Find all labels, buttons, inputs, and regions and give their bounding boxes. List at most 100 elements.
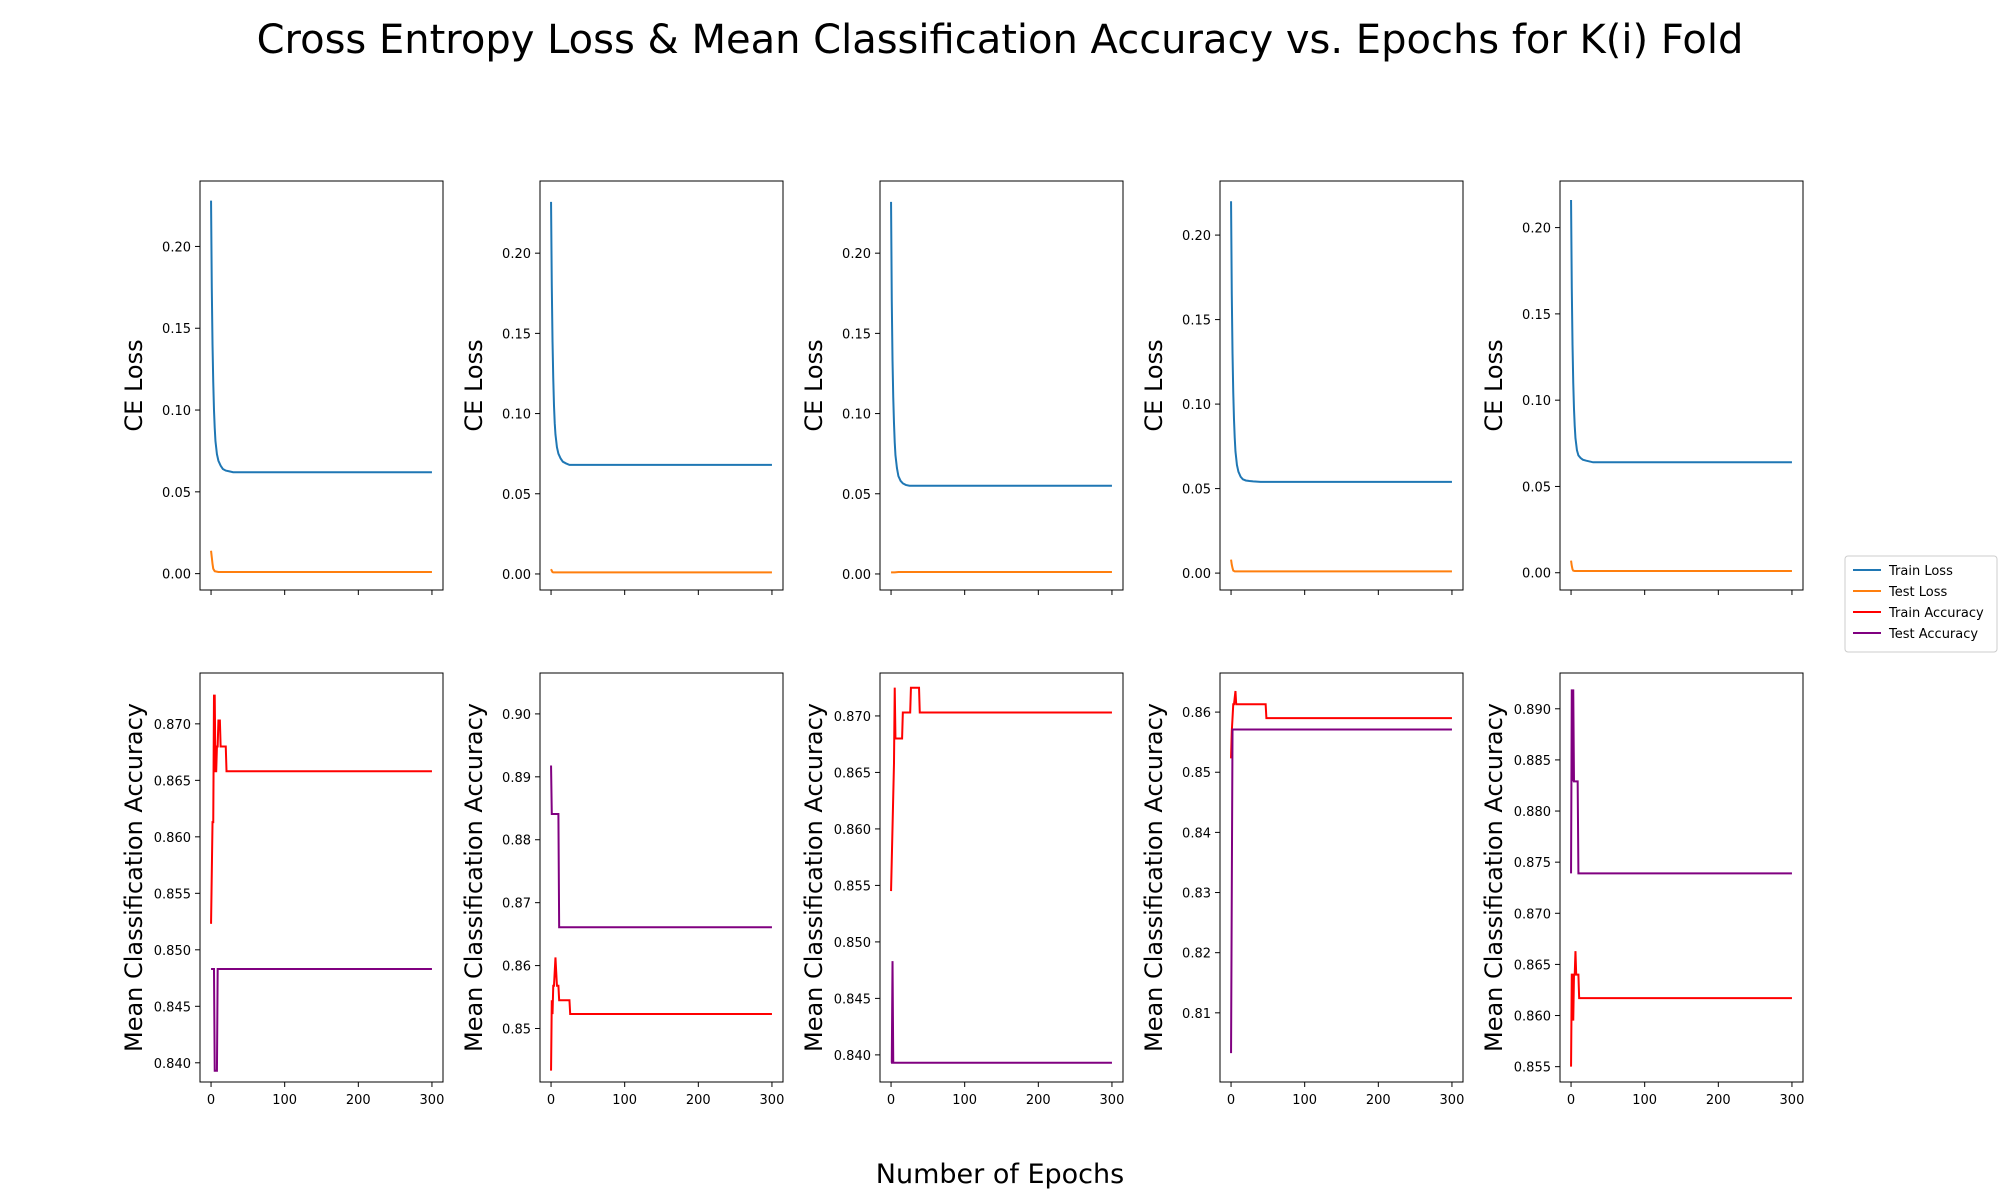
axes-frame <box>1219 672 1464 1083</box>
series-line-test-loss <box>550 568 772 574</box>
y-tick-label: 0.850 <box>834 936 871 951</box>
y-tick-label: 0.83 <box>1182 887 1211 902</box>
subplot-loss-fold-3: 0.00 0.05 0.10 0.15 0.20 CE Loss <box>800 180 1124 595</box>
y-tick-label: 0.05 <box>162 486 191 501</box>
x-tick-label: 200 <box>1706 1093 1731 1108</box>
y-tick-label: 0.15 <box>162 322 191 337</box>
axes-frame <box>879 672 1124 1083</box>
y-tick-label: 0.885 <box>1514 754 1551 769</box>
series-line-train-loss <box>210 200 432 474</box>
y-tick-label: 0.05 <box>842 488 871 503</box>
series-line-train-accuracy <box>550 957 772 1071</box>
figure-title: Cross Entropy Loss & Mean Classification… <box>257 17 1744 63</box>
y-tick-label: 0.00 <box>1522 567 1551 582</box>
axes-frame <box>199 180 444 591</box>
x-tick-label: 200 <box>1026 1093 1051 1108</box>
series-line-test-accuracy <box>211 968 432 1072</box>
legend-label: Test Loss <box>1888 585 1947 600</box>
y-tick-label: 0.870 <box>154 718 191 733</box>
series-line-test-loss <box>1230 559 1452 573</box>
figure-xlabel: Number of Epochs <box>876 1159 1124 1190</box>
series-line-test-loss <box>1570 560 1792 573</box>
y-axis-label: CE Loss <box>460 339 488 431</box>
series-line-test-loss <box>210 550 432 573</box>
series-line-train-accuracy <box>1230 690 1452 759</box>
x-tick-label: 100 <box>1632 1093 1657 1108</box>
y-tick-label: 0.05 <box>1522 480 1551 495</box>
y-tick-label: 0.880 <box>1514 805 1551 820</box>
y-tick-label: 0.15 <box>1522 308 1551 323</box>
x-tick-label: 0 <box>207 1093 215 1108</box>
y-tick-label: 0.10 <box>1182 398 1211 413</box>
y-axis-label: CE Loss <box>120 339 148 431</box>
y-tick-label: 0.85 <box>1182 766 1211 781</box>
series-line-test-accuracy <box>550 765 772 929</box>
y-tick-label: 0.890 <box>1514 703 1551 718</box>
series-line-train-loss <box>1230 201 1452 483</box>
y-tick-label: 0.860 <box>154 831 191 846</box>
y-tick-label: 0.05 <box>1182 483 1211 498</box>
y-tick-label: 0.840 <box>834 1049 871 1064</box>
axes-frame <box>1559 672 1804 1083</box>
y-tick-label: 0.00 <box>502 568 531 583</box>
series-line-train-loss <box>890 201 1112 487</box>
y-tick-label: 0.855 <box>834 879 871 894</box>
y-tick-label: 0.10 <box>1522 394 1551 409</box>
axes-frame <box>879 180 1124 591</box>
y-tick-label: 0.20 <box>1522 222 1551 237</box>
y-tick-label: 0.87 <box>502 897 531 912</box>
subplot-accuracy-fold-5: 0 100 200 300 0.855 0.860 0.865 0.870 0.875 0.880… <box>1480 672 1805 1108</box>
subplot-loss-fold-2: 0.00 0.05 0.10 0.15 0.20 CE Loss <box>460 180 784 595</box>
series-line-test-accuracy <box>1230 728 1452 1054</box>
subplot-accuracy-fold-3: 0 100 200 300 0.840 0.845 0.850 0.855 0.860 0.865… <box>800 672 1124 1108</box>
axes-frame <box>539 672 784 1083</box>
x-tick-label: 300 <box>1780 1093 1805 1108</box>
series-line-test-accuracy <box>890 961 1112 1064</box>
y-tick-label: 0.845 <box>154 1000 191 1015</box>
legend: Train Loss Test Loss Train Accuracy Test Ac… <box>1844 555 1998 653</box>
subplot-accuracy-fold-2: 0 100 200 300 0.85 0.86 0.87 0.88 0.89 0.90 Mean C… <box>460 672 784 1108</box>
axes-frame <box>539 180 784 591</box>
x-tick-label: 0 <box>547 1093 555 1108</box>
x-tick-label: 200 <box>1366 1093 1391 1108</box>
y-axis-label: Mean Classification Accuracy <box>120 703 148 1052</box>
y-axis-label: Mean Classification Accuracy <box>460 703 488 1052</box>
y-tick-label: 0.00 <box>1182 567 1211 582</box>
series-line-train-accuracy <box>890 686 1112 892</box>
y-tick-label: 0.865 <box>834 766 871 781</box>
x-tick-label: 0 <box>1567 1093 1575 1108</box>
y-axis-label: Mean Classification Accuracy <box>1140 703 1168 1052</box>
y-tick-label: 0.86 <box>502 960 531 975</box>
y-tick-label: 0.10 <box>842 408 871 423</box>
x-tick-label: 300 <box>420 1093 445 1108</box>
y-tick-label: 0.15 <box>502 327 531 342</box>
x-tick-label: 200 <box>346 1093 371 1108</box>
y-tick-label: 0.860 <box>834 823 871 838</box>
y-tick-label: 0.20 <box>842 247 871 262</box>
series-line-test-accuracy <box>1570 689 1792 875</box>
y-tick-label: 0.855 <box>154 887 191 902</box>
legend-label: Train Loss <box>1888 564 1953 579</box>
series-line-train-loss <box>550 201 772 466</box>
y-tick-label: 0.870 <box>834 710 871 725</box>
series-line-train-accuracy <box>210 694 432 924</box>
series-line-train-accuracy <box>1570 951 1792 1067</box>
subplot-loss-fold-5: 0.00 0.05 0.10 0.15 0.20 CE Loss <box>1480 180 1804 595</box>
y-tick-label: 0.10 <box>162 404 191 419</box>
y-tick-label: 0.84 <box>1182 826 1211 841</box>
y-tick-label: 0.85 <box>502 1023 531 1038</box>
x-tick-label: 100 <box>1292 1093 1317 1108</box>
y-tick-label: 0.81 <box>1182 1007 1211 1022</box>
y-tick-label: 0.875 <box>1514 856 1551 871</box>
y-tick-label: 0.88 <box>502 834 531 849</box>
subplot-loss-fold-1: 0.00 0.05 0.10 0.15 0.20 CE Loss <box>120 180 444 595</box>
y-axis-label: Mean Classification Accuracy <box>1480 703 1508 1052</box>
y-tick-label: 0.850 <box>154 944 191 959</box>
x-tick-label: 100 <box>272 1093 297 1108</box>
series-line-train-loss <box>1570 199 1792 464</box>
axes-frame <box>199 672 444 1083</box>
subplot-loss-fold-4: 0.00 0.05 0.10 0.15 0.20 CE Loss <box>1140 180 1464 595</box>
y-tick-label: 0.865 <box>154 774 191 789</box>
